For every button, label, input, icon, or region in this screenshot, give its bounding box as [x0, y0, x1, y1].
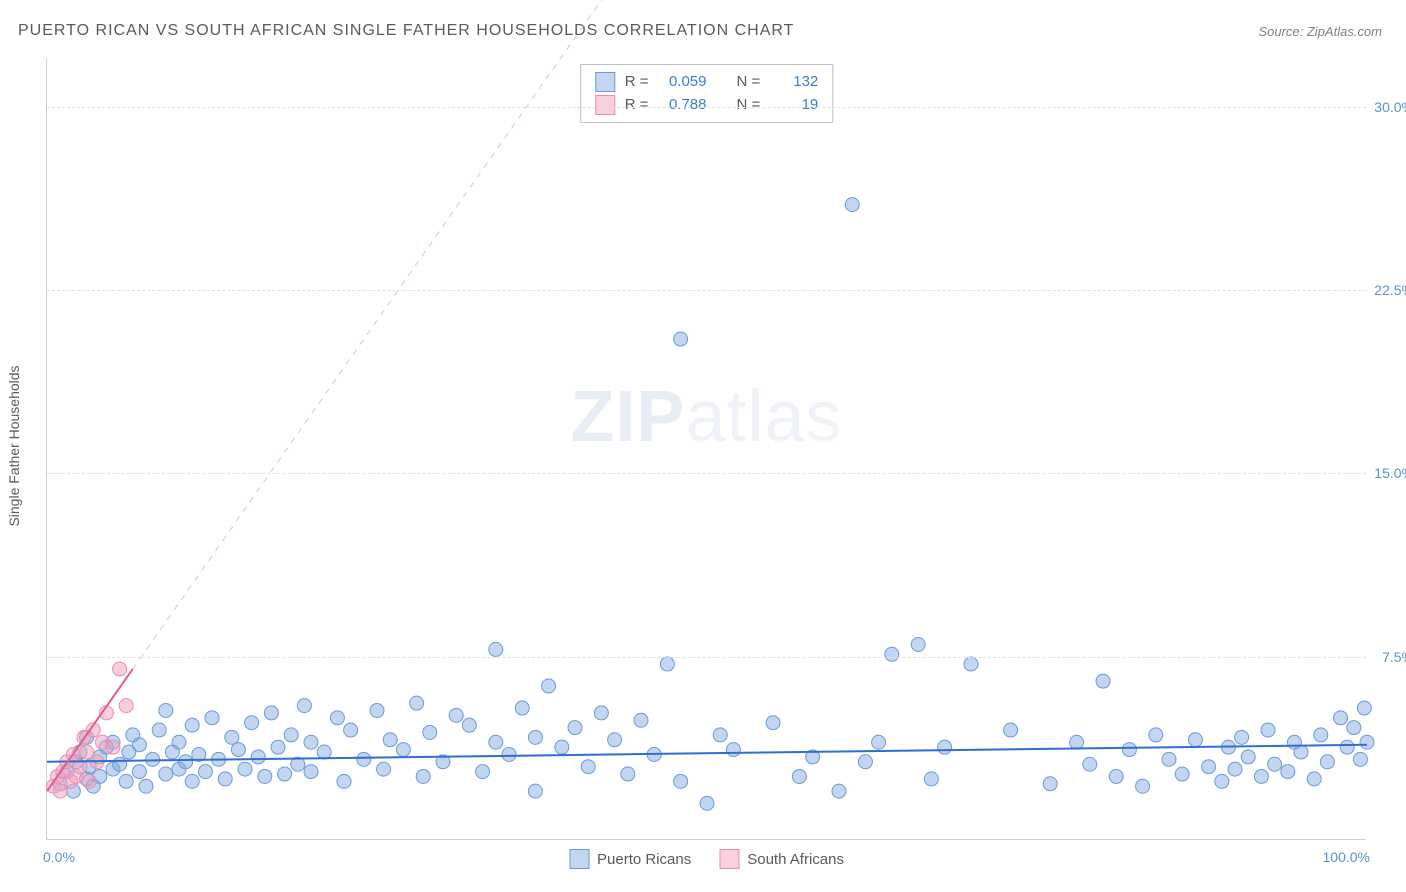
legend-swatch-pink [719, 849, 739, 869]
correlation-legend-row: R = 0.059 N = 132 [595, 71, 819, 94]
legend-n-label: N = [737, 94, 761, 117]
series-legend-item: South Africans [719, 849, 844, 869]
series-legend-item: Puerto Ricans [569, 849, 691, 869]
legend-r-label: R = [625, 71, 649, 94]
y-axis-label: Single Father Households [6, 365, 22, 526]
scatter-plot-svg [47, 58, 1366, 839]
legend-swatch-blue [595, 72, 615, 92]
correlation-legend-row: R = 0.788 N = 19 [595, 94, 819, 117]
series-legend-label: Puerto Ricans [597, 851, 691, 868]
plot-area: ZIPatlas R = 0.059 N = 132 R = 0.788 N =… [46, 58, 1366, 840]
series-legend-label: South Africans [747, 851, 844, 868]
gridline [47, 657, 1366, 658]
y-tick-label: 15.0% [1374, 465, 1406, 481]
x-tick-left: 0.0% [43, 849, 75, 865]
source-attribution: Source: ZipAtlas.com [1258, 24, 1382, 39]
x-tick-right: 100.0% [1323, 849, 1370, 865]
y-tick-label: 22.5% [1374, 282, 1406, 298]
correlation-legend: R = 0.059 N = 132 R = 0.788 N = 19 [580, 64, 834, 123]
legend-n-label: N = [737, 71, 761, 94]
legend-n-value: 19 [770, 94, 818, 117]
legend-swatch-blue [569, 849, 589, 869]
legend-swatch-pink [595, 95, 615, 115]
gridline [47, 473, 1366, 474]
legend-r-label: R = [625, 94, 649, 117]
y-tick-label: 7.5% [1382, 649, 1406, 665]
gridline [47, 290, 1366, 291]
y-tick-label: 30.0% [1374, 99, 1406, 115]
legend-r-value: 0.059 [659, 71, 707, 94]
legend-r-value: 0.788 [659, 94, 707, 117]
chart-title: PUERTO RICAN VS SOUTH AFRICAN SINGLE FAT… [18, 22, 794, 40]
legend-n-value: 132 [770, 71, 818, 94]
gridline [47, 107, 1366, 108]
series-legend: Puerto Ricans South Africans [569, 849, 844, 869]
